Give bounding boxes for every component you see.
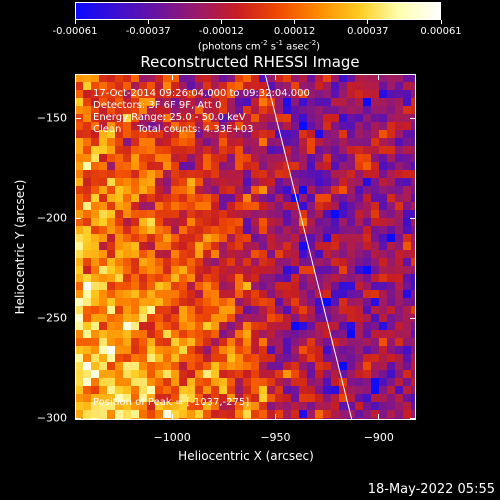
y-tick-label: −150 xyxy=(36,111,67,125)
y-tick-mark xyxy=(410,317,416,319)
colorbar-tick-label: 0.00012 xyxy=(273,26,316,37)
colorbar-units: (photons cm-2 s-1 asec-2) xyxy=(197,39,321,53)
chart-title: Reconstructed RHESSI Image xyxy=(140,53,360,71)
timestamp: 18-May-2022 05:55 xyxy=(367,482,495,497)
x-tick-mark xyxy=(378,74,380,80)
y-tick-label: −250 xyxy=(36,311,67,325)
y-tick-mark xyxy=(410,217,416,219)
peak-position-text: Position of Peak = [-1037,-275] xyxy=(93,397,250,408)
y-tick-mark xyxy=(75,317,81,319)
time-range-text: 17-Oct-2014 09:26:04.000 to 09:32:04.000 xyxy=(93,88,310,99)
x-tick-label: −1000 xyxy=(153,431,191,444)
x-axis-label: Heliocentric X (arcsec) xyxy=(178,449,314,463)
x-tick-mark xyxy=(171,74,173,80)
colorbar-tick xyxy=(74,20,76,24)
colorbar-tick xyxy=(294,20,296,24)
colorbar-tick xyxy=(367,20,369,24)
colorbar-tick-label: -0.00012 xyxy=(198,26,244,37)
colorbar-tick xyxy=(147,20,149,24)
energy-range-text: Energy Range: 25.0 - 50.0 keV xyxy=(93,112,246,123)
y-tick-label: −300 xyxy=(36,411,67,425)
colorbar-tick-label: -0.00037 xyxy=(125,26,171,37)
y-tick-mark xyxy=(75,117,81,119)
colorbar-tick-label: 0.00061 xyxy=(420,26,462,37)
y-tick-mark xyxy=(410,417,416,419)
x-tick-mark xyxy=(171,414,173,420)
y-tick-mark xyxy=(75,217,81,219)
image-plot xyxy=(75,74,416,420)
y-tick-label: −200 xyxy=(36,211,67,225)
colorbar xyxy=(75,2,441,20)
y-tick-mark xyxy=(410,117,416,119)
x-tick-mark xyxy=(274,414,276,420)
x-tick-label: −950 xyxy=(260,431,291,444)
colorbar-tick xyxy=(220,20,222,24)
colorbar-tick-label: 0.00037 xyxy=(347,26,389,37)
x-tick-mark xyxy=(274,74,276,80)
x-tick-mark xyxy=(378,414,380,420)
total-counts-text: Clean Total counts: 4.33E+03 xyxy=(93,124,254,135)
colorbar-tick-label: -0.00061 xyxy=(52,26,98,37)
colorbar-tick xyxy=(440,20,442,24)
solar-limb-line xyxy=(264,74,353,420)
x-tick-label: −900 xyxy=(363,431,394,444)
y-tick-mark xyxy=(75,417,81,419)
y-axis-label: Heliocentric Y (arcsec) xyxy=(13,179,27,315)
detectors-text: Detectors: 3F 6F 9F, Att 0 xyxy=(93,100,222,111)
heatmap xyxy=(75,74,416,420)
